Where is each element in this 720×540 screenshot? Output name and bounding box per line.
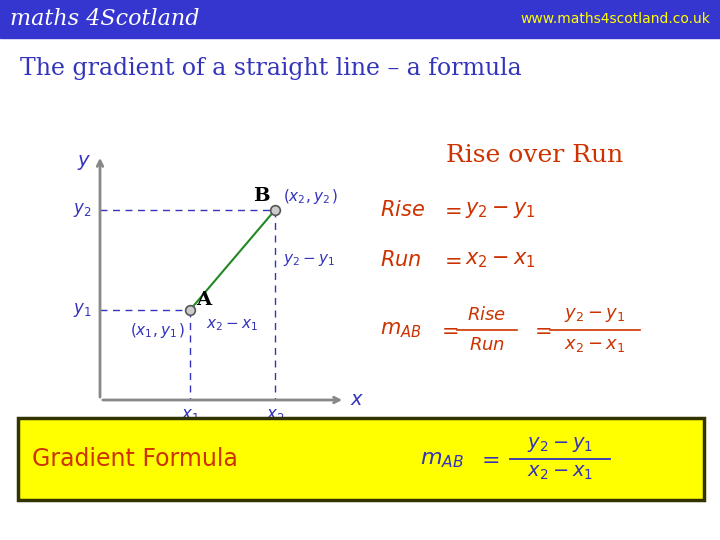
Text: A: A [196, 291, 211, 309]
Text: $\mathit{Run}$: $\mathit{Run}$ [380, 250, 421, 270]
Text: $y$: $y$ [77, 152, 91, 172]
Text: $x$: $x$ [350, 391, 364, 409]
Text: $\mathit{Rise}$: $\mathit{Rise}$ [380, 200, 425, 220]
Text: $=$: $=$ [437, 321, 459, 340]
Bar [18, 418, 704, 500]
Text: $y_2 - y_1$: $y_2 - y_1$ [283, 252, 335, 268]
Text: $\mathit{Rise}$: $\mathit{Rise}$ [467, 306, 507, 324]
Text: $y_1$: $y_1$ [73, 301, 92, 319]
Text: $=$: $=$ [440, 200, 462, 219]
Text: Rise over Run: Rise over Run [446, 144, 624, 166]
Text: $x_2 - x_1$: $x_2 - x_1$ [207, 317, 258, 333]
Text: $x_2 - x_1$: $x_2 - x_1$ [564, 336, 626, 354]
Text: $\mathit{Run}$: $\mathit{Run}$ [469, 336, 505, 354]
Bar [0, 0, 720, 38]
Text: $=$: $=$ [440, 251, 462, 269]
Text: $=$: $=$ [477, 448, 500, 470]
Text: $x_1$: $x_1$ [181, 408, 199, 424]
Text: $y_2 - y_1$: $y_2 - y_1$ [527, 435, 593, 455]
Text: Gradient Formula: Gradient Formula [32, 447, 238, 471]
Text: $(x_2, y_2\,)$: $(x_2, y_2\,)$ [283, 186, 338, 206]
Text: The gradient of a straight line – a formula: The gradient of a straight line – a form… [20, 57, 521, 79]
Text: $x_2$: $x_2$ [266, 408, 284, 424]
Text: $=$: $=$ [530, 321, 552, 340]
Text: $y_2 - y_1$: $y_2 - y_1$ [465, 200, 536, 220]
Text: $m_{AB}$: $m_{AB}$ [420, 448, 464, 470]
Text: $(x_1, y_1\,)$: $(x_1, y_1\,)$ [130, 321, 185, 340]
Text: B: B [253, 187, 269, 205]
Text: $y_2 - y_1$: $y_2 - y_1$ [564, 306, 626, 324]
Text: $y_2$: $y_2$ [73, 201, 92, 219]
Text: maths 4Scotland: maths 4Scotland [10, 8, 199, 30]
Text: $x_2 - x_1$: $x_2 - x_1$ [465, 250, 536, 270]
Text: $x_2 - x_1$: $x_2 - x_1$ [527, 464, 593, 482]
Text: $m_{AB}$: $m_{AB}$ [380, 320, 421, 340]
Text: www.maths4scotland.co.uk: www.maths4scotland.co.uk [520, 12, 710, 26]
